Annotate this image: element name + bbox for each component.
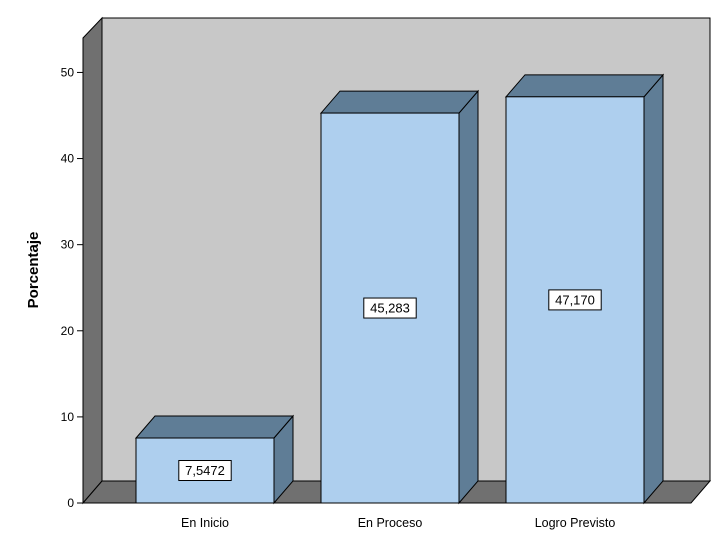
data-label: 45,283 bbox=[370, 301, 410, 316]
chart-side-wall bbox=[82, 16, 103, 505]
data-label: 47,170 bbox=[555, 292, 595, 307]
bar-top bbox=[319, 90, 480, 114]
data-label: 7,5472 bbox=[185, 463, 225, 478]
data-label-box bbox=[548, 289, 602, 311]
y-tick-label: 10 bbox=[61, 410, 75, 424]
y-tick-label: 0 bbox=[67, 496, 74, 510]
bar-side bbox=[643, 73, 664, 505]
x-category-label: En Proceso bbox=[358, 516, 423, 530]
data-label-box bbox=[363, 297, 417, 319]
bar: 47,170 bbox=[504, 73, 665, 505]
bar: 7,5472 bbox=[134, 414, 295, 505]
x-category-label: Logro Previsto bbox=[535, 516, 616, 530]
x-category-label: En Inicio bbox=[181, 516, 229, 530]
y-tick-label: 40 bbox=[61, 152, 75, 166]
bar-top bbox=[504, 74, 665, 98]
bars: 7,5472 En Inicio 45,283 En Proceso 47,170 Log… bbox=[134, 73, 665, 530]
y-tick-label: 30 bbox=[61, 238, 75, 252]
y-axis: 0 10 20 30 40 50 bbox=[61, 38, 84, 510]
y-tick-label: 50 bbox=[61, 65, 75, 79]
bar-side bbox=[458, 89, 479, 505]
y-tick-label: 20 bbox=[61, 324, 75, 338]
bar-top bbox=[134, 415, 295, 439]
data-label-box bbox=[178, 460, 232, 482]
bar: 45,283 bbox=[319, 89, 480, 505]
y-axis-label: Porcentaje bbox=[25, 232, 42, 309]
